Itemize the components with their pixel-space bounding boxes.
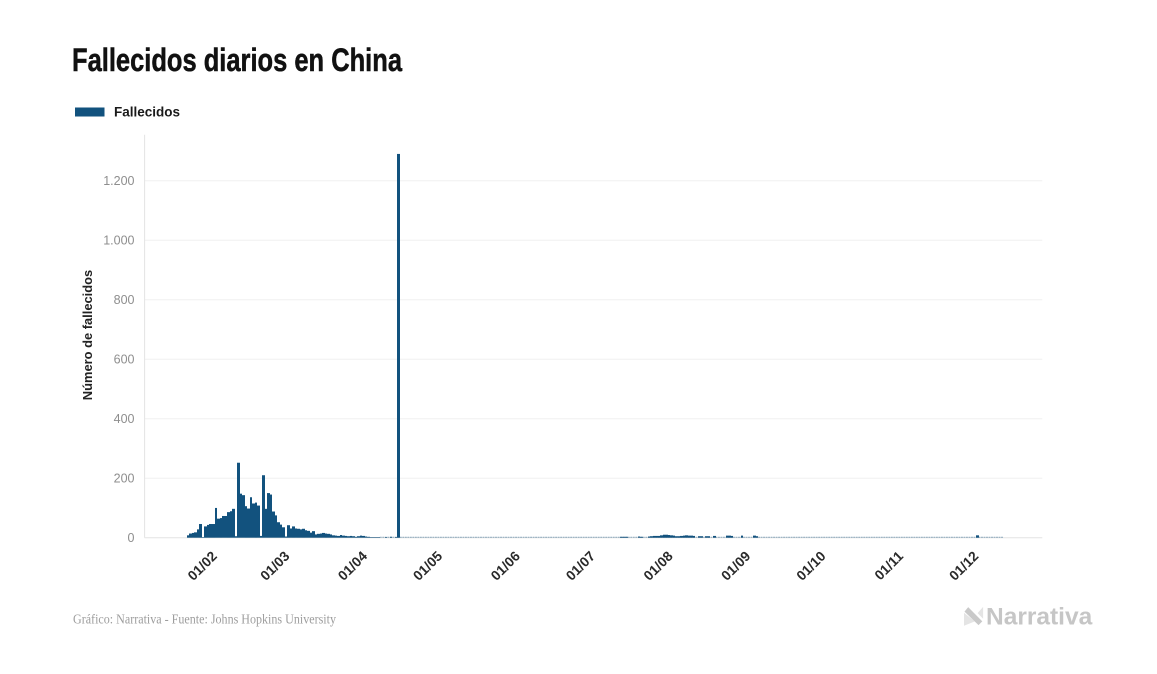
svg-text:600: 600 xyxy=(114,353,135,367)
svg-text:01/05: 01/05 xyxy=(410,548,445,583)
svg-text:01/08: 01/08 xyxy=(641,548,676,583)
svg-text:01/09: 01/09 xyxy=(718,548,753,583)
svg-text:1.000: 1.000 xyxy=(103,234,134,248)
svg-text:01/07: 01/07 xyxy=(563,548,598,583)
svg-text:01/04: 01/04 xyxy=(335,548,370,583)
svg-text:01/02: 01/02 xyxy=(185,548,220,583)
svg-text:200: 200 xyxy=(114,472,135,486)
svg-text:800: 800 xyxy=(114,293,135,307)
svg-text:Fallecidos diarios en China: Fallecidos diarios en China xyxy=(72,42,402,78)
svg-text:Narrativa: Narrativa xyxy=(986,604,1093,631)
svg-text:Gráfico: Narrativa - Fuente: J: Gráfico: Narrativa - Fuente: Johns Hopki… xyxy=(73,612,336,627)
svg-text:01/03: 01/03 xyxy=(257,548,292,583)
svg-text:Número de fallecidos: Número de fallecidos xyxy=(80,270,95,400)
svg-text:Fallecidos: Fallecidos xyxy=(114,105,180,120)
svg-text:01/12: 01/12 xyxy=(946,548,981,583)
svg-text:01/10: 01/10 xyxy=(794,548,829,583)
svg-text:01/06: 01/06 xyxy=(488,548,523,583)
svg-text:0: 0 xyxy=(128,531,135,545)
svg-text:400: 400 xyxy=(114,412,135,426)
svg-text:1.200: 1.200 xyxy=(103,174,134,188)
svg-text:01/11: 01/11 xyxy=(872,548,907,583)
